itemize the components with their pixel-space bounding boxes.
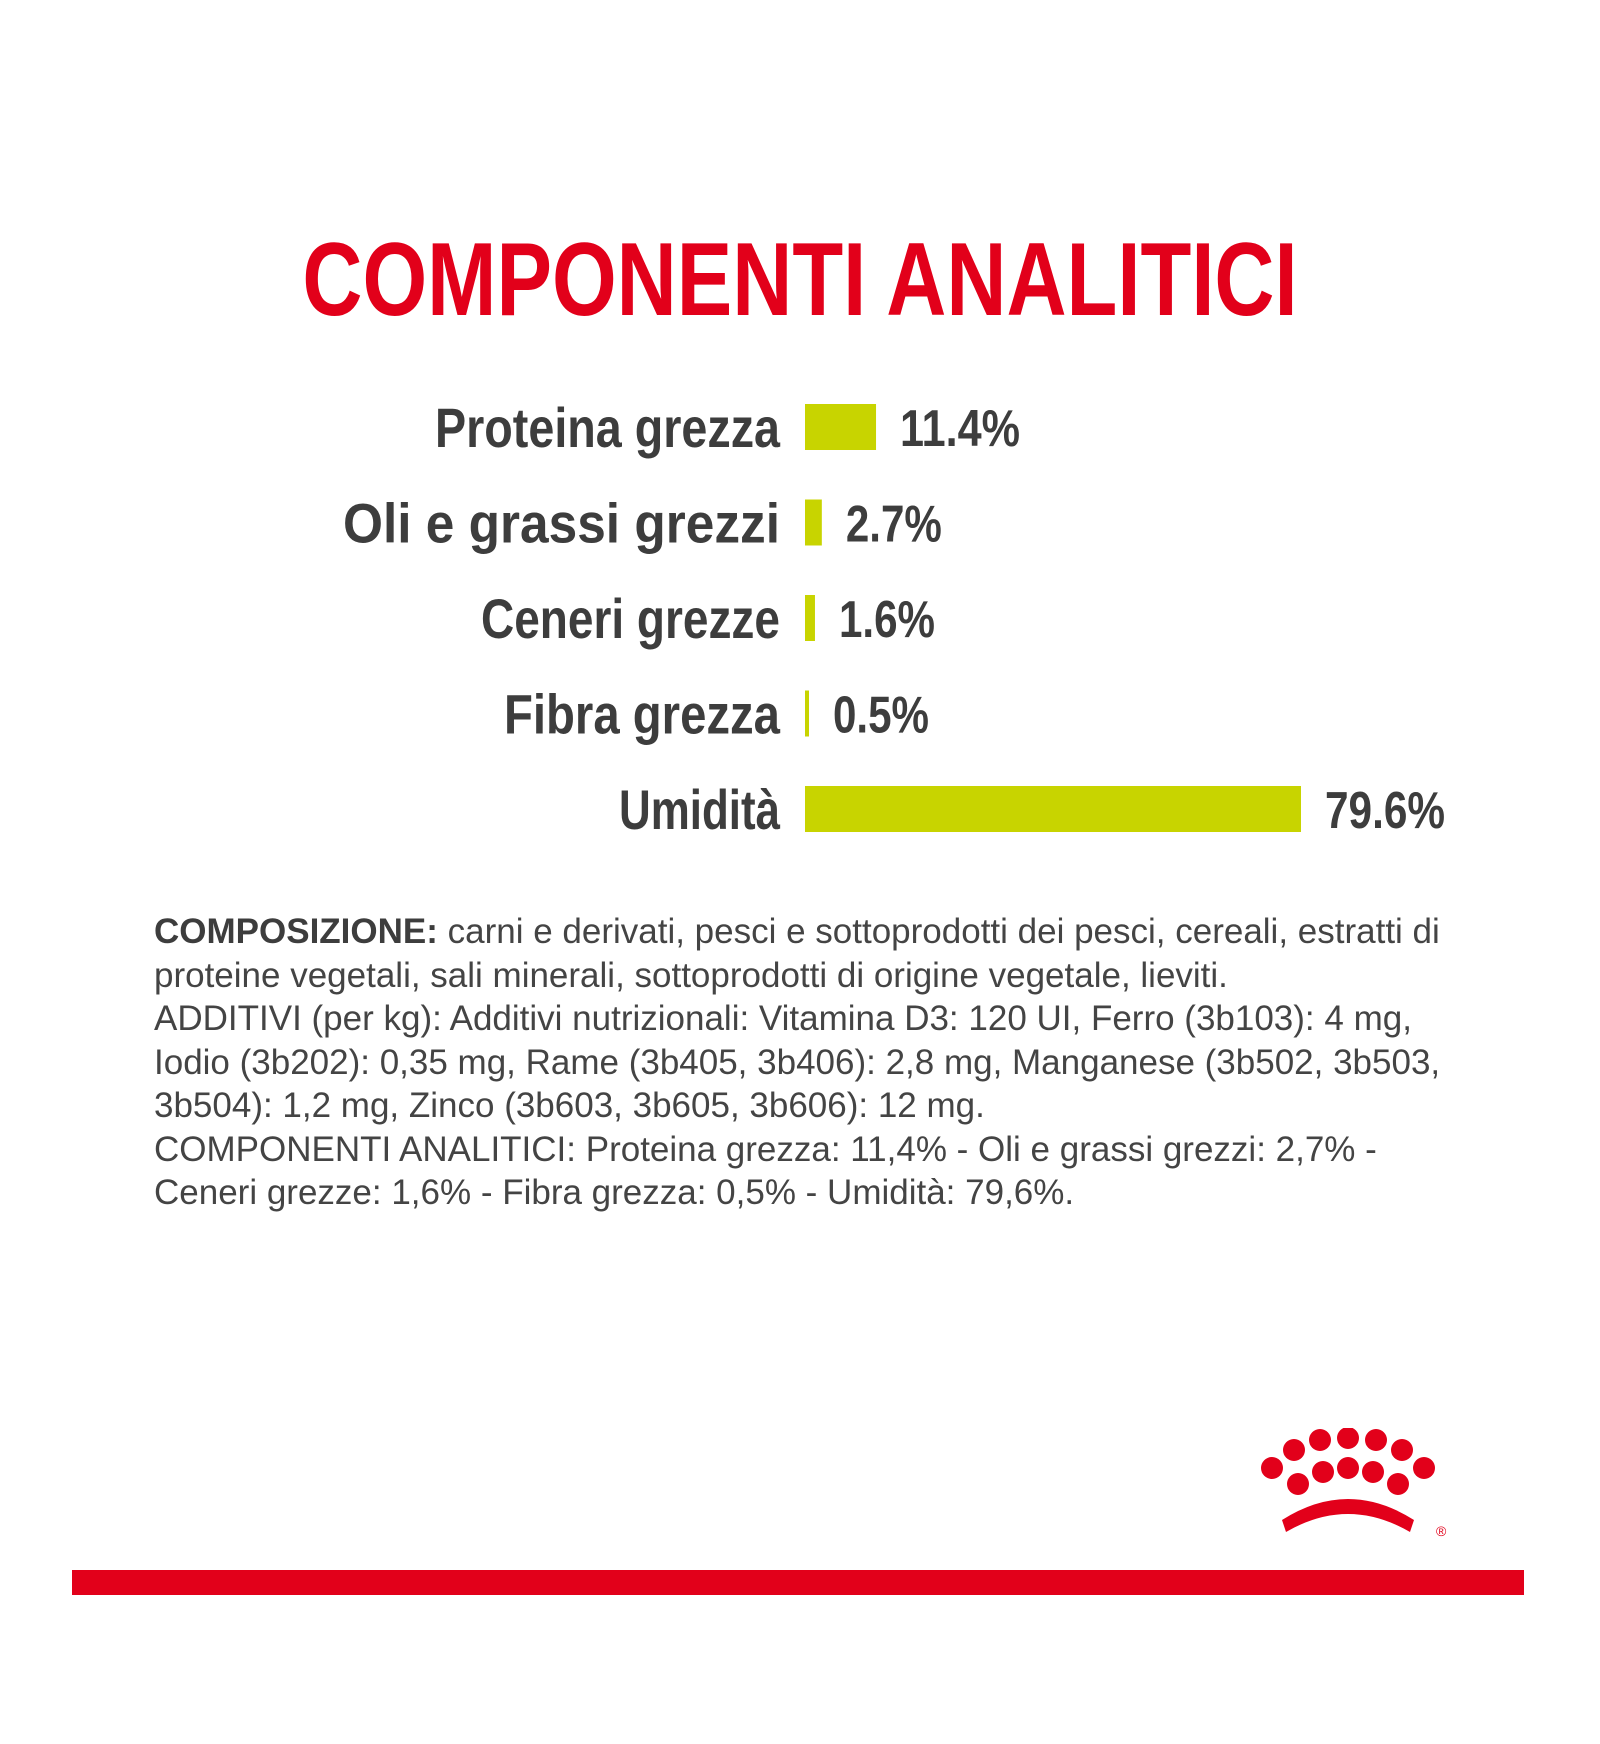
composition-analytical: COMPONENTI ANALITICI: Proteina grezza: 1… xyxy=(154,1129,1377,1213)
bottom-accent-bar xyxy=(72,1570,1524,1595)
bar xyxy=(805,404,877,450)
composition-ingredients: COMPOSIZIONE: carni e derivati, pesci e … xyxy=(154,910,1454,997)
bar-chart: Proteina grezza 11.4% Oli e grassi grezzi 2… xyxy=(343,396,1445,841)
category-label: Proteina grezza xyxy=(435,396,781,459)
composition-block: COMPOSIZIONE: carni e derivati, pesci e … xyxy=(154,910,1454,1215)
composition-lead: COMPOSIZIONE: xyxy=(154,912,438,951)
category-label: Oli e grassi grezzi xyxy=(343,492,780,555)
page-title: COMPONENTI ANALITICI xyxy=(302,222,1298,338)
category-label: Fibra grezza xyxy=(504,683,781,746)
royal-canin-crown-logo-icon: ® xyxy=(1261,1428,1447,1539)
registered-mark: ® xyxy=(1436,1523,1447,1539)
value-label: 1.6% xyxy=(839,591,935,649)
bar xyxy=(805,690,809,737)
category-label: Ceneri grezze xyxy=(481,587,780,650)
value-label: 2.7% xyxy=(846,496,942,554)
composition-ingredients-text: carni e derivati, pesci e sottoprodotti … xyxy=(154,912,1440,995)
bar xyxy=(805,499,822,546)
value-label: 0.5% xyxy=(833,687,929,745)
value-label: 79.6% xyxy=(1325,782,1445,840)
category-label: Umidità xyxy=(619,778,781,841)
bar xyxy=(805,786,1301,832)
bar xyxy=(805,595,815,641)
value-label: 11.4% xyxy=(900,400,1020,458)
composition-additives: ADDITIVI (per kg): Additivi nutrizionali… xyxy=(154,999,1441,1125)
